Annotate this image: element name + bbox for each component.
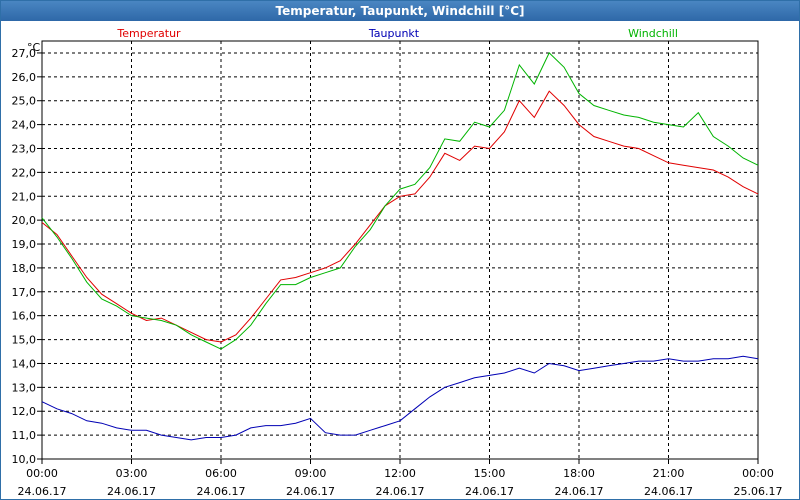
x-tick-time: 12:00: [384, 467, 416, 480]
y-tick-label: 25,0: [12, 95, 37, 108]
x-tick-date: 24.06.17: [197, 485, 246, 498]
y-tick-label: 16,0: [12, 310, 37, 323]
x-tick-time: 09:00: [295, 467, 327, 480]
y-tick-label: 23,0: [12, 142, 37, 155]
y-tick-label: 20,0: [12, 214, 37, 227]
y-axis: 10,0 11,0 12,0 13,0 14,0 15,0 16,0 17,0 18,0 19,0…: [12, 47, 42, 466]
x-tick-time: 15:00: [474, 467, 506, 480]
y-tick-label: 24,0: [12, 119, 37, 132]
series-line-windchill: [41, 52, 759, 350]
legend-temperatur: Temperatur: [116, 27, 181, 40]
legend-windchill: Windchill: [628, 27, 678, 40]
series-line-temperatur: [41, 90, 759, 343]
y-tick-label: 22,0: [12, 166, 37, 179]
x-tick-time: 06:00: [205, 467, 237, 480]
x-tick-time: 03:00: [116, 467, 148, 480]
y-tick-label: 15,0: [12, 334, 37, 347]
window-title: Temperatur, Taupunkt, Windchill [°C]: [1, 1, 799, 21]
y-tick-label: 19,0: [12, 238, 37, 251]
series-lines: [41, 52, 759, 441]
y-tick-label: 13,0: [12, 381, 37, 394]
y-tick-label: 12,0: [12, 405, 37, 418]
x-tick-date: 24.06.17: [555, 485, 604, 498]
y-tick-label: 14,0: [12, 357, 37, 370]
line-chart: 10,0 11,0 12,0 13,0 14,0 15,0 16,0 17,0 18,0 19,0…: [12, 27, 783, 498]
x-tick-time: 18:00: [563, 467, 595, 480]
y-tick-label: 26,0: [12, 71, 37, 84]
x-tick-date: 24.06.17: [286, 485, 335, 498]
x-tick-time: 00:00: [26, 467, 58, 480]
y-tick-label: 10,0: [12, 453, 37, 466]
x-axis: 00:00 24.06.17 03:00 24.06.17 06:00 24.06.17 0…: [18, 459, 783, 498]
y-tick-label: 17,0: [12, 286, 37, 299]
y-tick-label: 27,0: [12, 47, 37, 60]
y-tick-label: 11,0: [12, 429, 37, 442]
x-tick-date: 24.06.17: [18, 485, 67, 498]
legend: Temperatur Taupunkt Windchill: [116, 27, 678, 40]
x-tick-date: 25.06.17: [734, 485, 783, 498]
y-tick-label: 18,0: [12, 262, 37, 275]
legend-taupunkt: Taupunkt: [368, 27, 420, 40]
x-tick-time: 00:00: [742, 467, 774, 480]
x-tick-date: 24.06.17: [644, 485, 693, 498]
x-tick-date: 24.06.17: [376, 485, 425, 498]
y-unit-label: °C: [27, 41, 41, 54]
series-line-taupunkt: [41, 355, 759, 441]
y-tick-label: 21,0: [12, 190, 37, 203]
x-tick-date: 24.06.17: [465, 485, 514, 498]
x-tick-date: 24.06.17: [107, 485, 156, 498]
x-tick-time: 21:00: [653, 467, 685, 480]
